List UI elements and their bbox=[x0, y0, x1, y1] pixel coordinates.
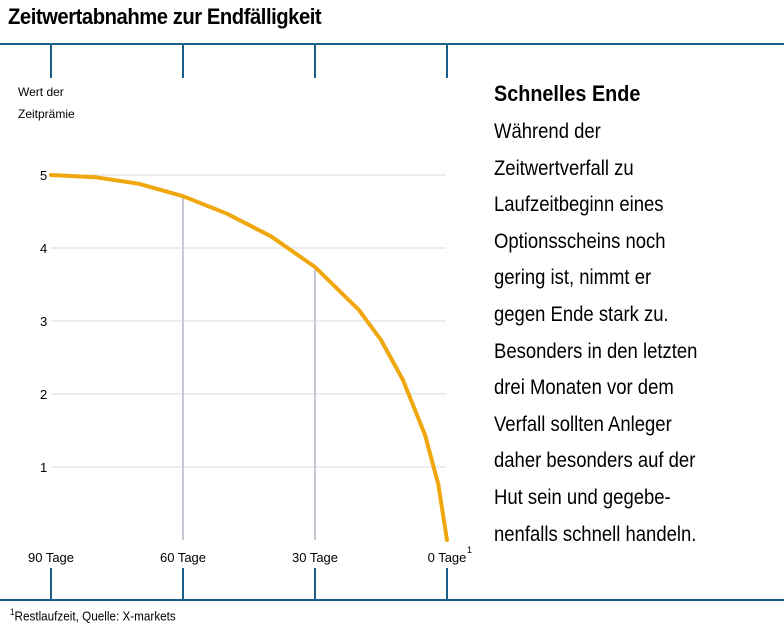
footnote-marker: 1 bbox=[10, 607, 15, 617]
sidebar-body-line: Optionsscheins noch bbox=[494, 229, 666, 253]
sidebar-body-line: Hut sein und gegebe- bbox=[494, 485, 671, 509]
y-axis-title-line: Zeitprämie bbox=[18, 107, 75, 121]
y-axis-labels: 1 2 3 4 5 bbox=[40, 168, 47, 475]
sidebar-body: Während der Zeitwertverfall zu Laufzeitbeg… bbox=[494, 114, 697, 553]
sidebar-body-line: gering ist, nimmt er bbox=[494, 266, 652, 290]
sidebar-title: Schnelles Ende bbox=[494, 81, 641, 106]
series-line bbox=[49, 173, 449, 542]
sidebar-body-line: nenfalls schnell handeln. bbox=[494, 522, 697, 546]
y-tick-label: 5 bbox=[40, 168, 47, 183]
y-tick-label: 4 bbox=[40, 241, 47, 256]
chart-grid bbox=[51, 174, 446, 540]
sidebar-body-line: Laufzeitbeginn eines bbox=[494, 193, 664, 217]
sidebar-body-line: Besonders in den letzten bbox=[494, 339, 698, 363]
sidebar-body-line: drei Monaten vor dem bbox=[494, 376, 674, 400]
sidebar-body-line: gegen Ende stark zu. bbox=[494, 302, 669, 326]
x-tick-superscript: 1 bbox=[467, 545, 472, 555]
x-tick-label: 90 Tage bbox=[28, 550, 74, 565]
sidebar-body-line: daher besonders auf der bbox=[494, 449, 696, 473]
sidebar-body-line: Während der bbox=[494, 120, 601, 143]
y-tick-label: 3 bbox=[40, 314, 47, 329]
sidebar-body-line: Zeitwertverfall zu bbox=[494, 156, 634, 180]
footnote-text: Restlaufzeit, Quelle: X-markets bbox=[14, 608, 176, 624]
x-axis-labels: 90 Tage 60 Tage 30 Tage 0 Tage 1 bbox=[28, 545, 472, 565]
y-tick-label: 2 bbox=[40, 387, 47, 402]
sidebar-body-line: Verfall sollten Anleger bbox=[494, 412, 672, 436]
y-tick-label: 1 bbox=[40, 460, 47, 475]
chart-series bbox=[49, 173, 449, 542]
y-axis-title: Wert der Zeitprämie bbox=[18, 85, 75, 121]
footnote: 1Restlaufzeit, Quelle: X-markets bbox=[10, 607, 176, 623]
x-tick-label: 0 Tage bbox=[428, 550, 467, 565]
x-tick-label: 30 Tage bbox=[292, 550, 338, 565]
y-axis-title-line: Wert der bbox=[18, 85, 64, 99]
page-title: Zeitwertabnahme zur Endfälligkeit bbox=[8, 4, 322, 29]
chart-frame bbox=[0, 43, 784, 601]
x-tick-label: 60 Tage bbox=[160, 550, 206, 565]
